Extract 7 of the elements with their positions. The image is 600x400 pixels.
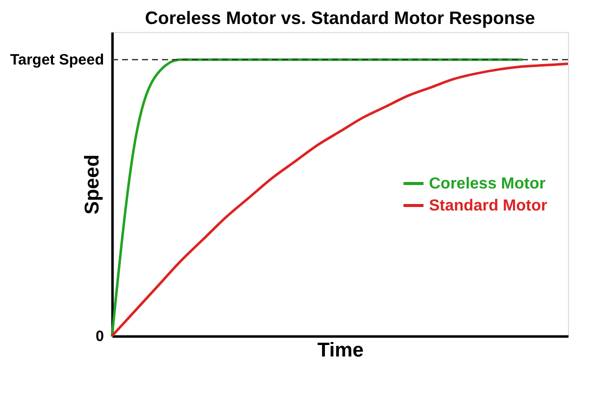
chart-title: Coreless Motor vs. Standard Motor Response (144, 8, 536, 28)
ref-line-label: Target Speed (10, 52, 104, 69)
x-axis-title: Time (317, 340, 364, 362)
y-axis-title: Speed (82, 154, 104, 215)
legend-label: Standard Motor (429, 198, 548, 214)
text: 0 (96, 328, 104, 345)
legend-label: Coreless Motor (429, 176, 546, 192)
